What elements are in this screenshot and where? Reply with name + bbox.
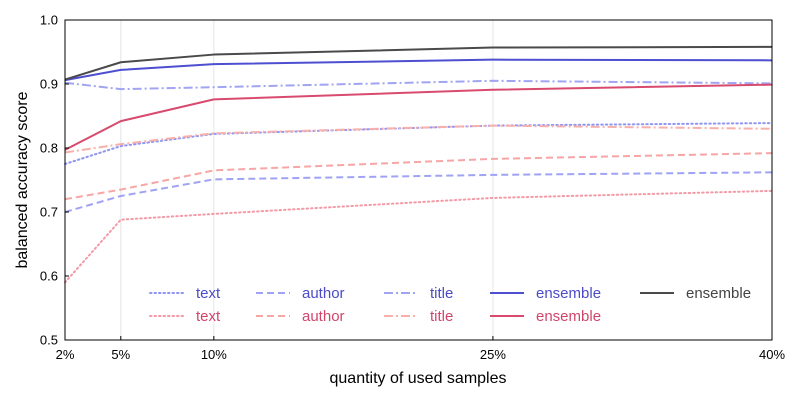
x-tick-label: 10% (201, 347, 227, 362)
legend-label: title (430, 308, 453, 325)
series-line-title (64, 124, 773, 154)
y-tick-label: 0.6 (40, 269, 58, 284)
series-line-ensemble (64, 58, 773, 82)
series-line-text (64, 189, 773, 284)
x-tick-label: 5% (111, 347, 130, 362)
x-axis-label: quantity of used samples (330, 370, 507, 387)
y-tick-label: 0.8 (40, 141, 58, 156)
plot-frame (64, 19, 773, 341)
x-tick-label: 2% (56, 347, 75, 362)
legend: text text author author title title ensemble en… (149, 285, 751, 325)
y-tick-label: 0.5 (40, 333, 58, 348)
x-tick-label: 40% (759, 347, 785, 362)
legend-label: ensemble (686, 285, 751, 302)
legend-label: title (430, 285, 453, 302)
axes: 2% 5% 10% 25% 40% 0.5 0.6 0.7 0.8 0.9 1.0 (40, 13, 786, 363)
legend-label: text (196, 308, 221, 325)
legend-label: ensemble (536, 308, 601, 325)
series-lines (64, 45, 773, 284)
series-line-author (64, 152, 773, 201)
y-tick-label: 0.9 (40, 77, 58, 92)
y-tick-label: 0.7 (40, 205, 58, 220)
legend-label: text (196, 285, 221, 302)
legend-label: author (302, 285, 345, 302)
series-line-author (64, 171, 773, 213)
series-line-ensemble (64, 83, 773, 151)
series-line-title (64, 79, 773, 91)
series-line-ensemble (64, 45, 773, 81)
y-tick-label: 1.0 (40, 13, 58, 28)
series-line-text (64, 122, 773, 165)
legend-label: author (302, 308, 345, 325)
x-tick-label: 25% (480, 347, 506, 362)
legend-label: ensemble (536, 285, 601, 302)
y-axis-label: balanced accuracy score (14, 91, 31, 268)
